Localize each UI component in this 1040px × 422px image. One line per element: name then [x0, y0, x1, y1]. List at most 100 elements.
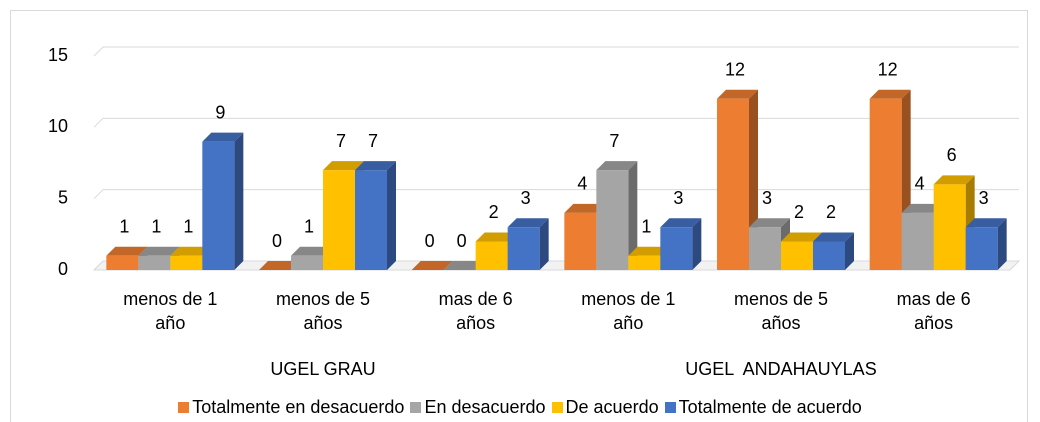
bar-face: [628, 255, 661, 270]
bar-face: [138, 246, 180, 256]
x-tick-label: menos de 1 año: [581, 289, 676, 333]
bar-face: [475, 241, 508, 270]
bar-face: [539, 218, 549, 270]
x-tick-label: mas de 6 años: [438, 289, 513, 333]
bar-face: [259, 261, 300, 270]
bar-face: [692, 218, 702, 270]
legend-swatch: [410, 402, 422, 413]
bar-face: [507, 227, 540, 270]
grid-line-side: [93, 117, 104, 128]
group-label: UGEL ANDAHAUYLAS: [685, 359, 877, 379]
bar-face: [813, 241, 845, 270]
grid-line-side: [93, 260, 104, 271]
data-label: 12: [725, 60, 745, 80]
bar-face: [845, 232, 854, 270]
bar: [813, 232, 854, 270]
data-label: 0: [272, 231, 282, 251]
bar: [411, 261, 453, 270]
bar-face: [965, 227, 998, 270]
legend: Totalmente en desacuerdo En desacuerdo De …: [0, 397, 1040, 418]
grid-line-side: [93, 46, 104, 57]
bar-face: [717, 89, 758, 99]
bar-face: [355, 170, 387, 270]
y-tick-label: 5: [58, 187, 68, 207]
legend-label: Totalmente en desacuerdo: [192, 397, 405, 417]
bar: [443, 261, 485, 270]
data-label: 7: [368, 131, 378, 151]
bar-face: [781, 232, 822, 242]
legend-label: De acuerdo: [565, 397, 659, 417]
bar-face: [170, 255, 203, 270]
bar-face: [596, 161, 638, 171]
bar-face: [475, 232, 517, 242]
legend-item: En desacuerdo: [410, 397, 546, 418]
bar-face: [411, 261, 453, 270]
data-label: 1: [151, 216, 161, 236]
data-label: 12: [878, 60, 898, 80]
y-tick-label: 0: [58, 259, 68, 279]
bar: [259, 261, 300, 270]
bar-face: [628, 161, 638, 270]
bar-face: [202, 141, 235, 270]
x-tick-label: menos de 5 años: [733, 289, 829, 333]
bar: [965, 218, 1007, 270]
bar: [291, 246, 332, 270]
bar-face: [234, 132, 244, 270]
bar-face: [291, 246, 332, 256]
data-label: 4: [577, 174, 587, 194]
data-label: 0: [457, 231, 467, 251]
bar-face: [170, 246, 212, 256]
legend-swatch: [178, 402, 190, 413]
data-label: 4: [915, 174, 925, 194]
bar-face: [901, 212, 934, 270]
data-label: 3: [762, 188, 772, 208]
bar-face: [106, 246, 148, 256]
legend-label: En desacuerdo: [424, 397, 546, 417]
bar-face: [869, 89, 911, 99]
x-tick-label: menos de 5 años: [275, 289, 371, 333]
data-label: 9: [215, 102, 225, 122]
data-label: 3: [979, 188, 989, 208]
grid-line-side: [93, 189, 104, 200]
bar-face: [138, 255, 171, 270]
bar-face: [507, 218, 549, 228]
x-tick-label: menos de 1 año: [123, 289, 218, 333]
data-label: 1: [641, 216, 651, 236]
legend-item: De acuerdo: [551, 397, 659, 418]
bar-face: [660, 218, 702, 228]
bar-face: [717, 98, 749, 270]
bar-face: [443, 261, 485, 270]
data-label: 1: [119, 216, 129, 236]
bar-face: [323, 161, 364, 171]
legend-swatch: [664, 402, 676, 413]
bar-face: [869, 98, 902, 270]
bar-face: [596, 170, 629, 270]
y-tick-label: 10: [48, 116, 68, 136]
y-tick-label: 15: [48, 45, 68, 65]
data-label: 3: [673, 188, 683, 208]
data-label: 1: [304, 216, 314, 236]
data-label: 0: [425, 231, 435, 251]
bar-face: [106, 255, 139, 270]
data-label: 7: [336, 131, 346, 151]
bar: [596, 161, 638, 270]
x-tick-label: mas de 6 años: [896, 289, 971, 333]
bar-face: [387, 161, 396, 270]
bar-face: [564, 203, 606, 213]
bar-face: [933, 184, 966, 270]
data-label: 7: [609, 131, 619, 151]
bar-face: [202, 132, 244, 142]
bar-face: [291, 255, 323, 270]
bar-face: [933, 175, 975, 185]
data-label: 2: [489, 202, 499, 222]
data-label: 1: [183, 216, 193, 236]
bar-face: [813, 232, 854, 242]
bar-face: [355, 161, 396, 171]
bar: [660, 218, 702, 270]
bar-face: [749, 218, 790, 228]
bar: [507, 218, 549, 270]
bar-face: [781, 241, 813, 270]
bar-face: [323, 170, 355, 270]
bar: [355, 161, 396, 270]
